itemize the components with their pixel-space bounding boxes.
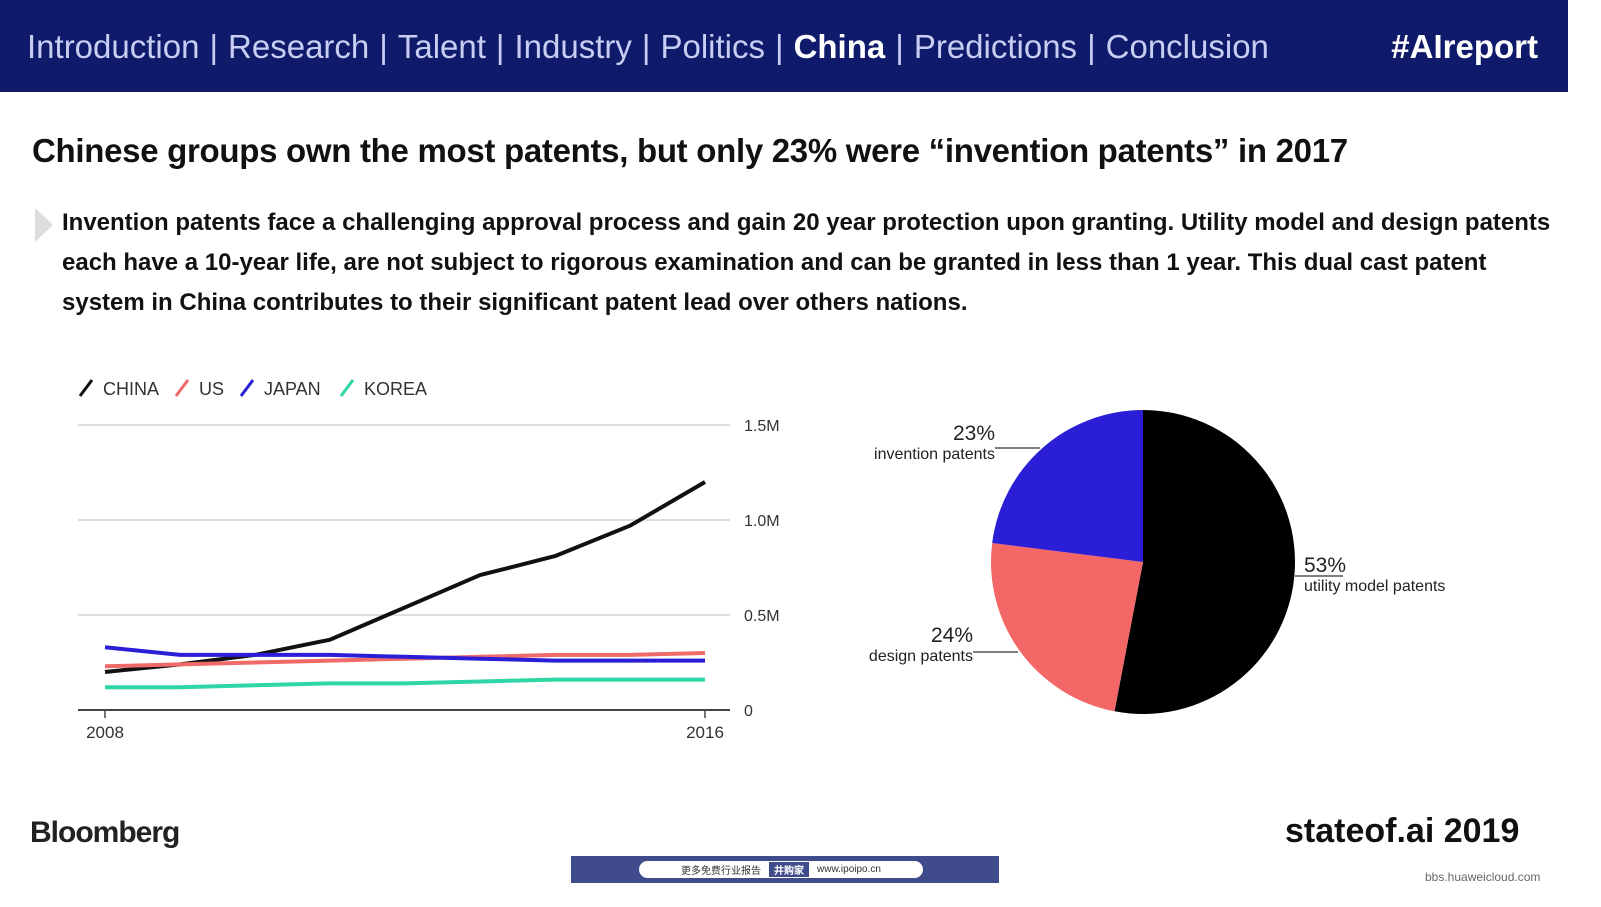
nav-items: Introduction | Research | Talent | Industry | Po… [27,28,1269,66]
nav-item-china[interactable]: China [793,28,886,65]
top-navigation: Introduction | Research | Talent | Industry | Po… [0,0,1568,92]
legend-swatch-korea [339,379,355,397]
pie-slice-label: utility model patents [1304,578,1445,595]
nav-item-politics[interactable]: Politics [660,28,765,65]
series-line-japan [104,645,705,663]
nav-separator: | [495,28,505,65]
nav-item-introduction[interactable]: Introduction [27,28,200,65]
nav-item-research[interactable]: Research [228,28,370,65]
nav-separator: | [1087,28,1096,65]
legend-label-japan: JAPAN [264,379,321,399]
x-tick-label: 2016 [686,723,724,742]
legend-label-china: CHINA [103,379,159,399]
x-tick-label: 2008 [86,723,124,742]
nav-item-predictions[interactable]: Predictions [913,28,1078,65]
line-chart: 0 0.5M 1.0M 1.5M 2008 2016 CHINA US JAPAN KOREA [78,379,780,742]
pie-percent-label: 23% [953,422,995,445]
bullet-arrow-icon [35,208,53,242]
pie-chart: 53%utility model patents 24%design patent… [869,410,1445,714]
pie-slice-label: design patents [869,648,973,665]
hashtag-aireport: #AIreport [1391,28,1538,65]
legend-label-korea: KOREA [364,379,427,399]
series-line-china [104,480,707,674]
nav-item-industry[interactable]: Industry [514,28,632,65]
watermark: bbs.huaweicloud.com [1425,870,1541,884]
y-tick-label: 0.5M [744,608,780,625]
nav-separator: | [379,28,388,65]
legend-swatch-us [174,379,190,397]
legend-swatch-china [78,379,94,397]
brand-stateofai: stateof.ai 2019 [1285,812,1520,850]
promo-banner[interactable]: 更多免费行业报告 井购家 www.ipoipo.cn [571,856,999,883]
banner-brand: 井购家 [769,862,810,877]
pie-slice-label: invention patents [874,446,995,463]
series-line-korea [105,677,705,690]
legend-label-us: US [199,379,224,399]
nav-item-talent[interactable]: Talent [397,28,486,65]
description: Invention patents face a challenging app… [62,209,1551,316]
pie-slice-invention-patents [992,410,1143,562]
y-tick-label: 1.0M [744,513,780,530]
pie-slice-design-patents [991,542,1143,712]
nav-item-conclusion[interactable]: Conclusion [1105,28,1269,65]
banner-url: www.ipoipo.cn [817,864,881,875]
nav-separator: | [895,28,904,65]
y-tick-label: 0 [744,703,753,720]
legend-swatch-japan [239,379,255,397]
pie-percent-label: 53% [1304,554,1346,577]
banner-pill: 更多免费行业报告 井购家 www.ipoipo.cn [639,861,923,878]
nav-separator: | [774,28,784,65]
banner-text: 更多免费行业报告 [681,866,762,877]
y-tick-label: 1.5M [744,418,780,435]
slide-title: Chinese groups own the most patents, but… [32,132,1348,169]
pie-slice-utility-model-patents [1114,410,1295,714]
nav-separator: | [641,28,651,65]
source-bloomberg: Bloomberg [30,816,180,849]
nav-separator: | [209,28,219,65]
pie-percent-label: 24% [931,624,973,647]
